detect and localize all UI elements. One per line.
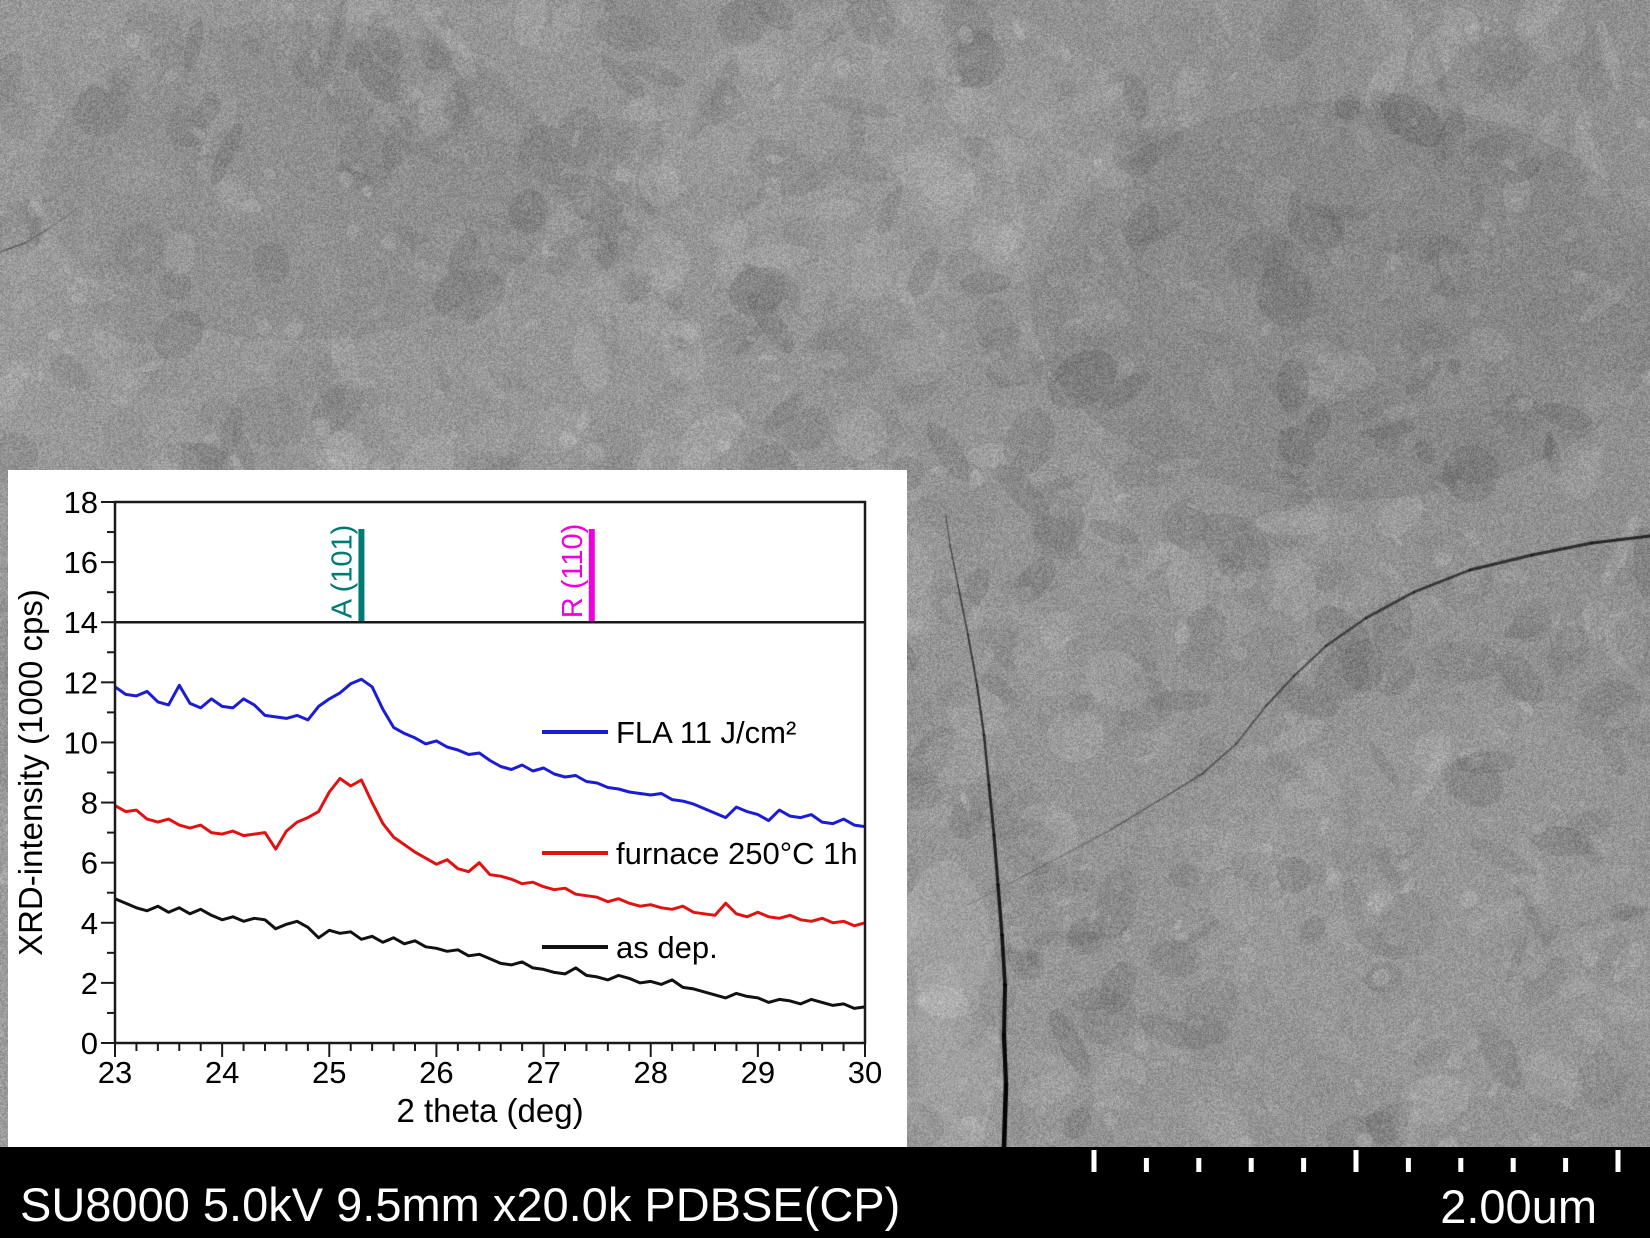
y-tick-label: 6: [81, 846, 98, 881]
x-tick-label: 28: [633, 1055, 667, 1090]
scale-bar-label: 2.00um: [1440, 1180, 1597, 1233]
y-tick-label: 14: [64, 605, 98, 640]
x-tick-label: 29: [741, 1055, 775, 1090]
y-tick-label: 0: [81, 1026, 98, 1061]
x-tick-label: 27: [526, 1055, 560, 1090]
x-tick-label: 24: [205, 1055, 239, 1090]
y-axis-title: XRD-intensity (1000 cps): [12, 589, 49, 956]
y-tick-label: 10: [64, 725, 98, 760]
plot-frame: [113, 500, 867, 1045]
y-tick-label: 12: [64, 665, 98, 700]
y-tick-label: 2: [81, 966, 98, 1001]
series-line: [114, 897, 866, 1010]
legend-label: as dep.: [616, 930, 718, 965]
x-axis-title: 2 theta (deg): [396, 1092, 583, 1129]
x-tick-label: 30: [848, 1055, 882, 1090]
x-tick-label: 26: [419, 1055, 453, 1090]
legend-label: FLA 11 J/cm²: [616, 715, 796, 750]
scale-bar-ticks: [1091, 1150, 1621, 1172]
xrd-chart-inset: A (101) R (110) 23 24 25 26 27 28 29 30 0 2 4 6 8 10 12 1…: [8, 470, 907, 1147]
sem-settings-text: SU8000 5.0kV 9.5mm x20.0k PDBSE(CP): [20, 1178, 901, 1231]
x-tick-label: 23: [98, 1055, 132, 1090]
y-tick-label: 8: [81, 786, 98, 821]
sem-info-bar: SU8000 5.0kV 9.5mm x20.0k PDBSE(CP) 2.00…: [0, 1147, 1650, 1238]
xrd-chart: A (101) R (110)23 24 25 26 27 28 29 300246810121…: [12, 485, 882, 1129]
x-tick-label: 25: [312, 1055, 346, 1090]
series-line: [114, 677, 866, 829]
reference-line-label: A (101): [326, 525, 358, 619]
series-line: [114, 777, 866, 928]
y-tick-label: 16: [64, 545, 98, 580]
legend-label: furnace 250°C 1h: [616, 836, 858, 871]
y-tick-label: 18: [64, 485, 98, 520]
y-tick-label: 4: [81, 906, 98, 941]
reference-line-label: R (110): [557, 524, 589, 619]
